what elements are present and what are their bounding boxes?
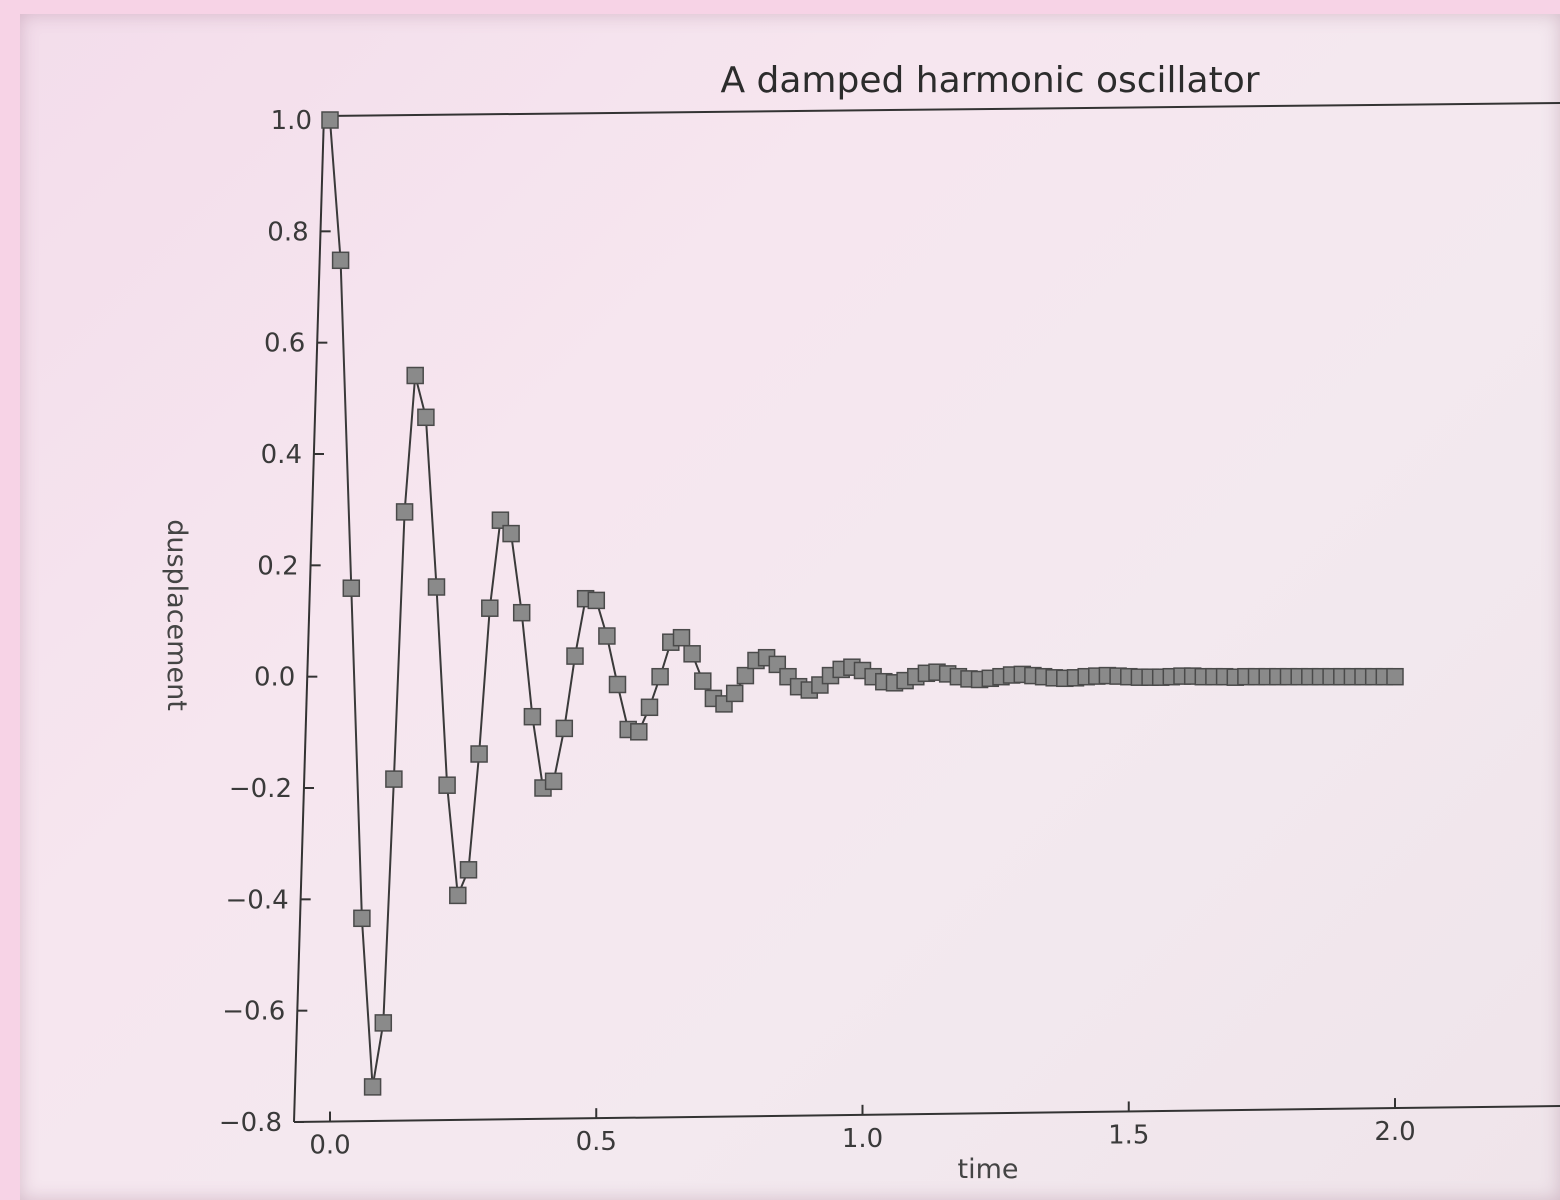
- data-point-marker: [321, 111, 339, 129]
- data-point-marker: [725, 684, 744, 703]
- x-tick-label: 2.0: [1374, 1117, 1415, 1147]
- y-tick-label: −0.4: [226, 885, 289, 915]
- chart-title: A damped harmonic oscillator: [720, 60, 1259, 101]
- data-point-marker: [608, 675, 627, 694]
- data-point-marker: [544, 772, 563, 791]
- data-point-marker: [395, 503, 414, 521]
- data-point-marker: [683, 645, 701, 663]
- data-point-marker: [427, 578, 446, 596]
- data-point-marker: [566, 647, 584, 665]
- data-point-marker: [651, 667, 669, 686]
- data-point-marker: [331, 251, 350, 270]
- data-point-marker: [385, 770, 403, 788]
- x-tick-label: 0.0: [309, 1131, 350, 1161]
- data-point-marker: [374, 1014, 393, 1032]
- data-point-marker: [470, 745, 488, 763]
- y-tick-label: 0.0: [254, 663, 295, 693]
- y-tick-label: 0.2: [257, 551, 298, 581]
- x-axis-spine: [293, 1105, 1560, 1123]
- x-axis-label: time: [957, 1154, 1018, 1185]
- data-point-marker: [630, 723, 648, 741]
- y-axis-label: dusplacement: [161, 519, 192, 711]
- y-axis-ticks: 1.0 0.8 0.6 0.4 0.2 0.0 −0.2 −0.4 −0.6 −0.8: [219, 106, 334, 1138]
- data-point-marker: [587, 591, 606, 610]
- data-point-marker: [736, 666, 755, 685]
- paper-sheet: [20, 14, 1560, 1200]
- plot-frame: [293, 102, 1560, 1123]
- data-point-marker: [481, 599, 499, 617]
- data-point-marker: [449, 886, 467, 905]
- y-tick-label: 0.4: [261, 440, 302, 470]
- y-tick-label: −0.8: [219, 1108, 282, 1138]
- data-point-marker: [523, 707, 542, 726]
- x-axis-ticks: 0.0 0.5 1.0 1.5 2.0: [309, 1098, 1416, 1161]
- data-point-marker: [353, 909, 371, 928]
- series-markers: [321, 111, 1404, 1096]
- data-point-marker: [459, 861, 478, 879]
- data-point-marker: [694, 672, 712, 690]
- data-point-marker: [406, 366, 424, 385]
- data-point-marker: [672, 628, 691, 647]
- y-tick-label: 0.6: [264, 329, 305, 359]
- data-point-marker: [512, 603, 531, 622]
- top-spine: [323, 102, 1560, 117]
- x-tick-label: 1.5: [1108, 1120, 1149, 1150]
- data-point-marker: [598, 627, 616, 645]
- y-tick-label: −0.2: [229, 774, 292, 804]
- x-tick-label: 1.0: [842, 1124, 883, 1154]
- data-point-marker: [342, 579, 361, 597]
- data-point-marker: [363, 1078, 382, 1096]
- y-tick-label: 0.8: [267, 217, 308, 247]
- data-point-marker: [502, 524, 520, 543]
- y-tick-label: −0.6: [222, 997, 285, 1027]
- data-point-marker: [1386, 667, 1404, 686]
- data-point-marker: [438, 776, 456, 794]
- y-axis-spine: [293, 113, 325, 1123]
- data-point-marker: [555, 719, 574, 738]
- data-point-marker: [491, 511, 510, 529]
- data-point-marker: [640, 698, 659, 717]
- x-tick-label: 0.5: [576, 1127, 617, 1157]
- data-point-marker: [417, 408, 435, 427]
- y-tick-label: 1.0: [271, 106, 312, 136]
